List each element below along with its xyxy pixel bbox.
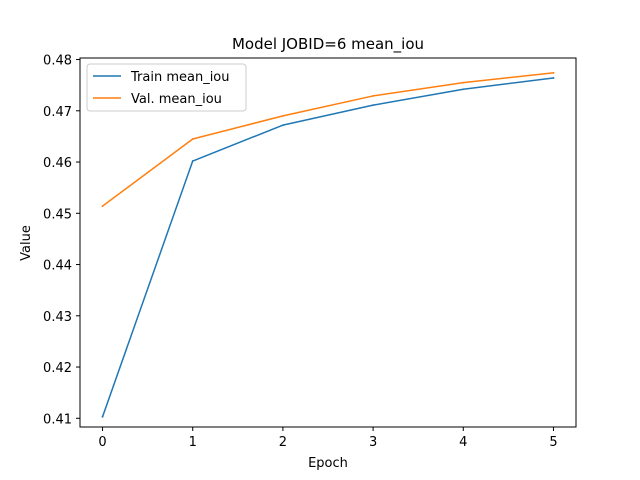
legend-label: Train mean_iou <box>130 70 230 85</box>
series-layer <box>101 71 555 418</box>
series-line-1 <box>101 72 555 208</box>
data-point <box>101 415 104 418</box>
data-point <box>101 205 104 208</box>
data-point <box>552 77 555 79</box>
y-tick-label: 0.41 <box>43 412 72 427</box>
legend-entries: Train mean_iou Val. mean_iou <box>93 70 230 107</box>
y-tick-label: 0.45 <box>43 207 72 222</box>
plot-area <box>79 57 577 428</box>
y-axis-label: Value <box>19 225 34 261</box>
y-tick-label: 0.44 <box>43 259 72 274</box>
legend-label: Val. mean_iou <box>131 92 222 107</box>
x-tick-label: 5 <box>549 435 557 450</box>
x-axis-label: Epoch <box>308 456 348 471</box>
data-point <box>191 138 194 140</box>
data-point <box>372 104 374 107</box>
x-tick-label: 1 <box>189 435 197 450</box>
chart-title: Model JOBID=6 mean_iou <box>232 35 424 54</box>
y-tick-label: 0.43 <box>43 310 72 325</box>
y-tick-label: 0.42 <box>43 361 72 376</box>
data-point <box>462 81 465 84</box>
data-point <box>191 160 194 162</box>
x-tick-label: 0 <box>98 435 106 450</box>
data-point <box>462 88 465 91</box>
y-axis: 0.41 0.42 0.43 0.44 0.45 0.46 0.47 0.48 <box>43 54 80 427</box>
y-tick-label: 0.46 <box>43 156 72 171</box>
y-tick-label: 0.48 <box>43 54 72 69</box>
data-point <box>282 115 284 117</box>
y-tick-label: 0.47 <box>43 105 72 120</box>
series-line-0 <box>101 77 555 418</box>
data-point <box>282 124 284 127</box>
x-axis: 0 1 2 3 4 5 <box>98 427 558 450</box>
x-tick-label: 2 <box>279 435 287 450</box>
legend: Train mean_iou Val. mean_iou <box>86 63 247 112</box>
legend-box <box>86 63 247 112</box>
x-tick-label: 3 <box>369 435 377 450</box>
data-point <box>552 71 555 74</box>
x-tick-label: 4 <box>459 435 467 450</box>
data-point <box>372 95 374 97</box>
